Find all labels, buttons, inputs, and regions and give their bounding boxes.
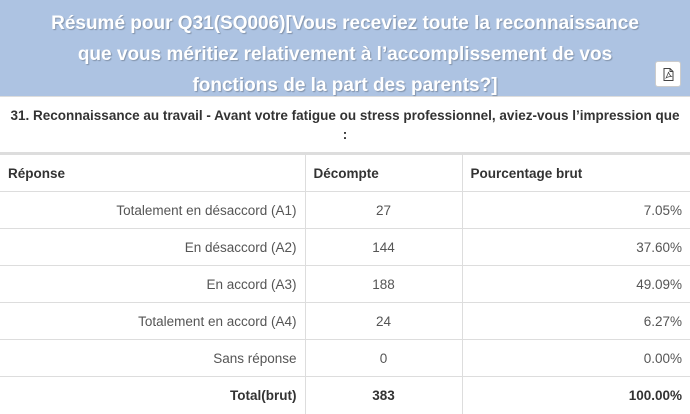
count-cell: 24 [304,302,463,340]
count-cell: 144 [304,228,463,266]
percent-cell: 0.00% [461,339,690,377]
answer-cell: En accord (A3) [0,265,306,303]
summary-header: Résumé pour Q31(SQ006)[Vous receviez tou… [0,0,690,97]
answer-cell: En désaccord (A2) [0,228,306,266]
table-row: Totalement en désaccord (A1) 27 7.05% [0,191,690,229]
column-header-count: Décompte [304,154,463,192]
total-row: Total(brut) 383 100.00% [0,376,690,414]
pdf-file-icon [663,67,673,81]
count-cell: 188 [304,265,463,303]
table-row: Totalement en accord (A4) 24 6.27% [0,302,690,340]
answer-cell: Totalement en accord (A4) [0,302,306,340]
total-count: 383 [304,376,463,414]
total-label: Total(brut) [0,376,306,414]
table-row: En désaccord (A2) 144 37.60% [0,228,690,266]
total-percent: 100.00% [461,376,690,414]
count-cell: 0 [304,339,463,377]
answer-cell: Sans réponse [0,339,306,377]
count-cell: 27 [304,191,463,229]
export-pdf-button[interactable] [655,61,681,87]
percent-cell: 6.27% [461,302,690,340]
table-row: En accord (A3) 188 49.09% [0,265,690,303]
percent-cell: 37.60% [461,228,690,266]
table-header-row: Réponse Décompte Pourcentage brut [0,154,690,192]
column-header-answer: Réponse [0,154,306,192]
results-table: Réponse Décompte Pourcentage brut Totale… [0,154,690,414]
column-header-percent: Pourcentage brut [461,154,690,192]
question-text: 31. Reconnaissance au travail - Avant vo… [0,97,690,154]
summary-title: Résumé pour Q31(SQ006)[Vous receviez tou… [51,13,639,96]
table-row: Sans réponse 0 0.00% [0,339,690,377]
answer-cell: Totalement en désaccord (A1) [0,191,306,229]
percent-cell: 49.09% [461,265,690,303]
percent-cell: 7.05% [461,191,690,229]
